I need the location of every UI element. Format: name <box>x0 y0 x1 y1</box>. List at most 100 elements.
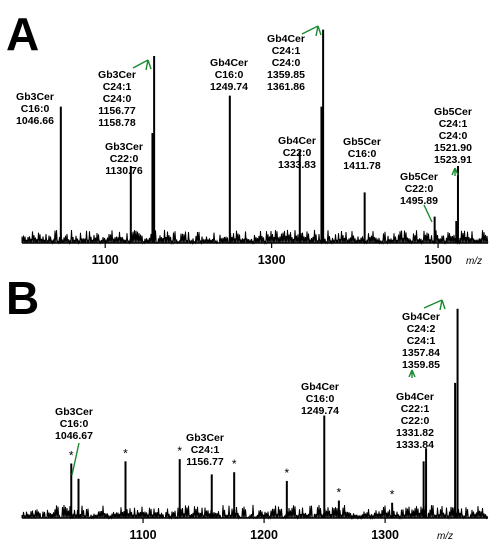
ann-line: C16:0 <box>306 393 335 405</box>
stars-b: * * * * * * * <box>69 444 395 502</box>
ann-line: Gb4Cer <box>267 33 305 45</box>
ann-line: 1523.91 <box>434 154 472 166</box>
arrow-icon <box>71 442 80 476</box>
ann-line: Gb3Cer <box>16 91 54 103</box>
annotation-arrows-b <box>71 299 446 476</box>
asterisk-marker-0: * <box>69 449 74 463</box>
ann-line: Gb5Cer <box>400 171 438 183</box>
asterisk-marker-4: * <box>284 466 289 480</box>
ann-line: 1130.76 <box>105 165 143 177</box>
ann-line: C24:1 <box>191 444 220 456</box>
ann-line: 1521.90 <box>434 142 472 154</box>
asterisk-marker-6: * <box>390 488 395 502</box>
ann-line: C16:0 <box>348 148 377 160</box>
annotation-gb3-c16-a: Gb3Cer C16:0 1046.66 <box>16 91 54 127</box>
ann-line: 1156.77 <box>186 456 224 468</box>
ann-line: C24:1 <box>439 118 468 130</box>
ann-line: Gb4Cer <box>210 57 248 69</box>
ann-line: 1333.83 <box>278 159 316 171</box>
asterisk-marker-3: * <box>232 457 237 471</box>
ann-line: Gb3Cer <box>98 69 136 81</box>
peaks-b <box>70 308 459 518</box>
annotation-gb4-c22-a: Gb4Cer C22:0 1333.83 <box>278 135 316 171</box>
ann-line: 1046.67 <box>55 430 93 442</box>
ticks-a: 1100 1300 1500 <box>92 243 452 267</box>
ann-line: Gb5Cer <box>343 136 381 148</box>
ann-line: 1357.84 <box>402 347 440 359</box>
x-tick-label-b-2: 1300 <box>371 528 399 542</box>
x-tick-label-a-0: 1100 <box>92 253 119 267</box>
ann-line: C16:0 <box>215 69 244 81</box>
x-tick-label-a-2: 1500 <box>424 253 452 267</box>
annotation-gb5-c16-a: Gb5Cer C16:0 1411.78 <box>343 136 381 172</box>
arrow-icon <box>451 167 459 176</box>
annotation-gb4-c24-b: Gb4Cer C24:2 C24:1 1357.84 1359.85 <box>402 311 440 371</box>
ann-line: C16:0 <box>60 418 89 430</box>
annotation-gb3-c22-a: Gb3Cer C22:0 1130.76 <box>105 141 143 177</box>
peaks-a <box>59 29 459 243</box>
ann-line: 1411.78 <box>343 160 381 172</box>
ann-line: C22:0 <box>283 147 312 159</box>
ann-line: 1249.74 <box>210 81 248 93</box>
ann-line: 1158.78 <box>98 117 136 129</box>
ann-line: C22:0 <box>110 153 139 165</box>
panel-label-b: B <box>6 272 39 324</box>
annotation-gb4-c24-a: Gb4Cer C24:1 C24:0 1359.85 1361.86 <box>267 33 305 93</box>
annotation-gb3-c24-a: Gb3Cer C24:1 C24:0 1156.77 1158.78 <box>98 69 136 129</box>
x-axis-label-b: m/z <box>437 531 453 542</box>
x-tick-label-b-0: 1100 <box>129 528 156 542</box>
ann-line: 1249.74 <box>301 405 339 417</box>
asterisk-marker-1: * <box>123 446 128 460</box>
asterisk-marker-5: * <box>337 486 342 500</box>
ann-line: 1046.66 <box>16 115 54 127</box>
ann-line: 1359.85 <box>402 359 440 371</box>
spectrum-trace-a <box>21 229 489 245</box>
ann-line: 1495.89 <box>400 195 438 207</box>
ann-line: C22:0 <box>405 183 434 195</box>
ann-line: C22:0 <box>401 415 430 427</box>
ann-line: C22:1 <box>401 403 430 415</box>
ann-line: 1331.82 <box>396 427 434 439</box>
ann-line: Gb3Cer <box>186 432 224 444</box>
ticks-b: 1100 1200 1300 <box>129 518 399 542</box>
arrow-icon <box>423 299 446 311</box>
ann-line: C24:1 <box>272 45 301 57</box>
ann-line: 1156.77 <box>98 105 136 117</box>
arrow-icon <box>408 369 416 378</box>
ann-line: Gb4Cer <box>278 135 316 147</box>
spectrum-panel-b: * * * * * * * 1100 1200 1300 m/z Gb3Cer C16:0 10… <box>21 299 489 542</box>
spectrum-trace-b <box>21 504 489 520</box>
x-axis-label-a: m/z <box>466 256 482 267</box>
arrow-icon <box>423 204 433 223</box>
ann-line: Gb3Cer <box>105 141 143 153</box>
annotation-gb3-c16-b: Gb3Cer C16:0 1046.67 <box>55 406 93 442</box>
annotation-gb5-c24-a: Gb5Cer C24:1 C24:0 1521.90 1523.91 <box>434 106 472 166</box>
asterisk-marker-2: * <box>177 444 182 458</box>
ann-line: C24:0 <box>439 130 468 142</box>
ann-line: C24:0 <box>103 93 132 105</box>
ann-line: C24:1 <box>103 81 132 93</box>
ann-line: C24:0 <box>272 57 301 69</box>
panel-label-a: A <box>6 8 39 60</box>
ann-line: Gb5Cer <box>434 106 472 118</box>
spectrum-panel-a: 1100 1300 1500 m/z Gb3Cer C16:0 1046.66 Gb… <box>16 25 489 267</box>
ann-line: C24:2 <box>407 323 436 335</box>
annotation-gb3-c24-b: Gb3Cer C24:1 1156.77 <box>186 432 224 468</box>
annotation-gb5-c22-a: Gb5Cer C22:0 1495.89 <box>400 171 438 207</box>
ann-line: Gb4Cer <box>402 311 440 323</box>
arrow-icon <box>301 25 322 37</box>
ann-line: C16:0 <box>21 103 50 115</box>
ann-line: C24:1 <box>407 335 436 347</box>
annotation-arrows-a <box>132 25 459 223</box>
annotation-gb4-c22-b: Gb4Cer C22:1 C22:0 1331.82 1333.84 <box>396 391 434 451</box>
ann-line: 1359.85 <box>267 69 305 81</box>
x-tick-label-a-1: 1300 <box>258 253 286 267</box>
annotation-gb4-c16-b: Gb4Cer C16:0 1249.74 <box>301 381 339 417</box>
ann-line: Gb3Cer <box>55 406 93 418</box>
ann-line: Gb4Cer <box>396 391 434 403</box>
annotation-gb4-c16-a: Gb4Cer C16:0 1249.74 <box>210 57 248 93</box>
arrow-icon <box>132 59 152 71</box>
ann-line: Gb4Cer <box>301 381 339 393</box>
ann-line: 1333.84 <box>396 439 434 451</box>
